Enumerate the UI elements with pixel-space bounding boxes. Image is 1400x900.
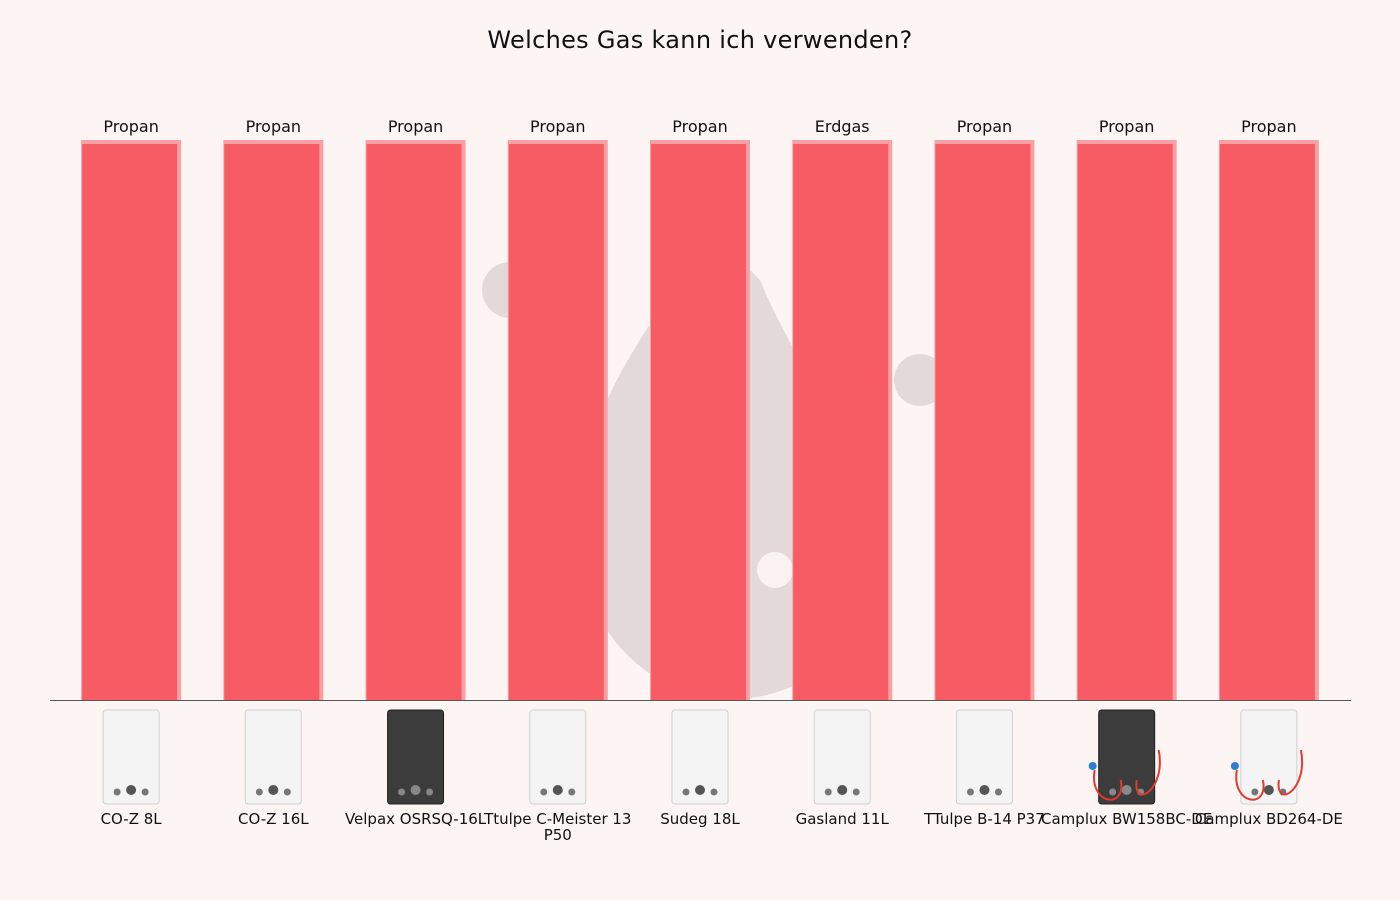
water-heater-icon [529, 709, 587, 805]
heater-knob [141, 788, 149, 796]
heater-body [244, 709, 302, 805]
water-heater-icon [955, 709, 1013, 805]
bar [651, 144, 746, 700]
heater-body [387, 709, 445, 805]
data-label: Propan [672, 117, 727, 136]
bar [82, 144, 178, 700]
heater-knob [1263, 785, 1274, 795]
heater-body [813, 709, 871, 805]
bar [366, 144, 462, 700]
water-heater-icon [244, 709, 302, 805]
chart-title: Welches Gas kann ich verwenden? [487, 26, 913, 54]
data-label: Propan [530, 117, 585, 136]
heater-knob [268, 785, 279, 795]
bar [793, 144, 889, 700]
hose [1135, 749, 1161, 796]
data-label: Propan [103, 117, 158, 136]
heater-knob [568, 788, 576, 796]
heater-knob [979, 785, 990, 795]
heater-knob [113, 788, 121, 796]
heater-body [102, 709, 160, 805]
heater-knob [1251, 788, 1259, 796]
water-heater-icon [671, 709, 729, 805]
data-label: Propan [1099, 117, 1154, 136]
bar [1219, 144, 1315, 700]
category-label: TTulpe B-14 P37 [923, 810, 1045, 828]
heater-knob [410, 785, 421, 795]
bar [1077, 144, 1173, 700]
water-heater-icon [1230, 709, 1304, 805]
hose [1235, 769, 1265, 801]
heater-knob [1121, 785, 1132, 795]
bars-layer [81, 140, 1319, 700]
product-icons-layer [102, 709, 1304, 805]
category-label: Ttulpe C-Meister 13 [483, 810, 631, 828]
heater-knob [682, 788, 690, 796]
category-label: Camplux BW158BC-DE [1041, 810, 1212, 828]
data-label: Propan [1241, 117, 1296, 136]
hose [1277, 749, 1304, 796]
heater-knob [426, 788, 434, 796]
labels-layer: Propan CO-Z 8L Propan CO-Z 16L Propan Velpax … [101, 117, 1343, 844]
heater-knob [695, 785, 705, 795]
valve [1088, 762, 1097, 770]
heater-body [1240, 709, 1298, 805]
data-label: Erdgas [815, 117, 870, 136]
valve [1230, 762, 1239, 770]
category-label: P50 [544, 826, 572, 844]
bar [224, 144, 320, 700]
bar [935, 144, 1031, 700]
heater-knob [398, 788, 406, 796]
heater-knob [552, 785, 563, 795]
category-label: CO-Z 16L [238, 810, 309, 828]
heater-body [529, 709, 587, 805]
heater-knob [852, 788, 860, 796]
heater-knob [1109, 788, 1117, 796]
heater-knob [126, 785, 137, 795]
water-heater-icon [387, 709, 445, 805]
heater-knob [710, 788, 718, 796]
heater-body [1098, 709, 1156, 805]
heater-knob [824, 788, 832, 796]
water-heater-icon [813, 709, 871, 805]
heater-knob [540, 788, 548, 796]
data-label: Propan [246, 117, 301, 136]
heater-knob [255, 788, 263, 796]
category-label: Camplux BD264-DE [1195, 810, 1343, 828]
heater-body [671, 709, 729, 805]
heater-knob [994, 788, 1002, 796]
data-label: Propan [957, 117, 1012, 136]
bar [508, 144, 604, 700]
category-label: Velpax OSRSQ-16L [345, 810, 487, 828]
hose [1093, 769, 1123, 801]
category-label: CO-Z 8L [101, 810, 163, 828]
heater-knob [966, 788, 974, 796]
heater-body [955, 709, 1013, 805]
heater-knob [283, 788, 291, 796]
water-heater-icon [1088, 709, 1161, 805]
data-label: Propan [388, 117, 443, 136]
heater-knob [837, 785, 848, 795]
category-label: Gasland 11L [796, 810, 890, 828]
category-label: Sudeg 18L [660, 810, 740, 828]
water-heater-icon [102, 709, 160, 805]
